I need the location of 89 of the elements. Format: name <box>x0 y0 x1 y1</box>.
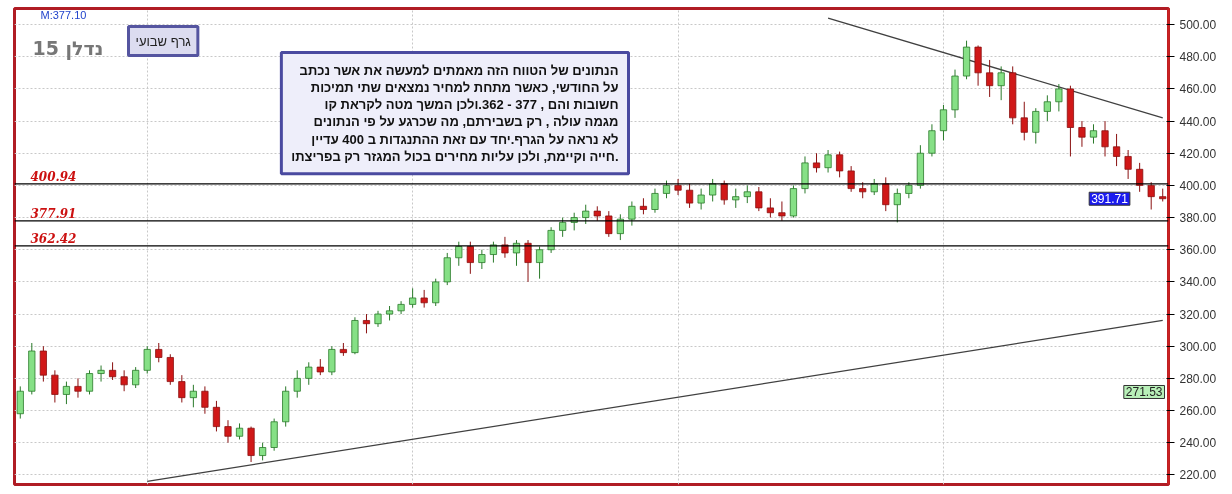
candlestick <box>143 345 151 375</box>
candlestick <box>605 210 613 238</box>
candlestick <box>120 369 128 392</box>
candlestick <box>16 385 24 420</box>
candlestick <box>293 369 301 399</box>
candlestick <box>432 278 440 307</box>
annotation: הנתונים של הטווח הזה מאמתים למעשה את אשר נכתב על החודשי, כאשר מתחת למחיר נמצאים שתי תמיכות חשובות והם , 377 - 362.ולכן המשך מטה לקראת קו מגמה עולה , רק בשבירתם, מה שכרגע על פי הנתונים לא נראה על הגרף.יחד עם זאת ההתנגדות ב 400 עדיין חייה וקיימת, ולכן עליות מחירים בכול המגזר רק בפריצתו. <box>291 62 619 164</box>
candlestick <box>882 176 890 212</box>
y-tick-label: 400.00 <box>1179 178 1217 193</box>
candlestick <box>628 200 636 227</box>
y-tick-label: 380.00 <box>1179 211 1217 226</box>
candlestick <box>409 287 417 309</box>
y-tick-label: 480.00 <box>1179 50 1217 65</box>
candlestick <box>524 239 532 283</box>
candlestick <box>1124 149 1132 180</box>
candlestick <box>755 186 763 212</box>
text: נדלן 15 <box>32 36 104 60</box>
y-tick-label: 280.00 <box>1179 371 1217 386</box>
candlestick <box>778 200 786 222</box>
candlestick <box>132 366 140 389</box>
candlestick <box>62 381 70 405</box>
candlestick <box>1043 94 1051 122</box>
candlestick <box>836 151 844 178</box>
candlestick <box>362 313 371 334</box>
annotation: M:377.10 <box>40 8 87 21</box>
y-tick-label: 300.00 <box>1179 339 1217 354</box>
candlestick <box>1078 120 1086 148</box>
y-tick-label: 360.00 <box>1179 243 1217 258</box>
y-tick-label: 340.00 <box>1179 275 1217 290</box>
candlestick <box>51 369 59 403</box>
candlestick <box>224 419 232 444</box>
candlestick <box>766 197 774 219</box>
candlestick <box>85 369 94 395</box>
y-tick-label: 260.00 <box>1179 404 1217 419</box>
candlestick <box>547 226 555 254</box>
candlestick <box>501 236 509 259</box>
candlestick <box>824 149 832 174</box>
candlestick <box>674 178 682 196</box>
candlestick <box>732 188 740 209</box>
candlestick <box>455 241 463 267</box>
candlestick <box>559 217 567 238</box>
candlestick <box>189 384 197 408</box>
ref-line-label: 362.42 <box>30 231 77 246</box>
annotation: 271.53 <box>1125 385 1163 400</box>
candlestick <box>489 241 497 264</box>
candlestick <box>582 204 590 225</box>
candlestick <box>305 361 313 386</box>
candlestick <box>1147 181 1155 211</box>
candlestick <box>1032 107 1040 145</box>
candlestick <box>1020 101 1028 141</box>
candlestick <box>1101 120 1109 157</box>
candlestick <box>74 377 82 399</box>
candlestick <box>328 345 336 376</box>
y-tick-label: 500.00 <box>1179 18 1217 33</box>
annotation: גרף שבועי <box>135 33 192 49</box>
ref-line-label: 400.94 <box>30 169 77 184</box>
y-tick-label: 240.00 <box>1179 436 1217 451</box>
candlestick <box>720 180 728 206</box>
candlestick <box>512 239 521 267</box>
candlestick <box>1055 83 1063 112</box>
candlestick <box>847 165 855 193</box>
y-tick-label: 320.00 <box>1179 307 1217 322</box>
candlestick <box>155 342 163 363</box>
candlestick <box>1089 123 1098 145</box>
y-tick-label: 420.00 <box>1179 146 1217 161</box>
candlestick <box>686 183 694 209</box>
candlestick <box>651 188 659 214</box>
y-tick-label: 460.00 <box>1179 82 1217 97</box>
candlestick <box>986 59 994 98</box>
annotation: 391.71 <box>1091 192 1129 207</box>
candlestick <box>397 300 405 315</box>
y-tick-label: 220.00 <box>1179 468 1217 483</box>
candlestick <box>466 241 474 275</box>
candlestick <box>997 65 1005 101</box>
candlestick <box>709 178 717 202</box>
candlestick <box>893 188 901 223</box>
candlestick <box>928 123 936 157</box>
candlestick <box>178 374 186 403</box>
y-tick-label: 440.00 <box>1179 114 1217 129</box>
candlestick <box>939 104 948 141</box>
candlestick <box>697 188 705 211</box>
ref-line-label: 377.91 <box>30 206 77 221</box>
candlestick <box>201 385 209 415</box>
candlestick <box>478 249 486 270</box>
candlestick <box>1113 133 1121 167</box>
candlestick <box>812 152 821 174</box>
candlestick <box>212 400 221 432</box>
candlestick <box>536 246 544 280</box>
candlestick <box>97 365 105 383</box>
